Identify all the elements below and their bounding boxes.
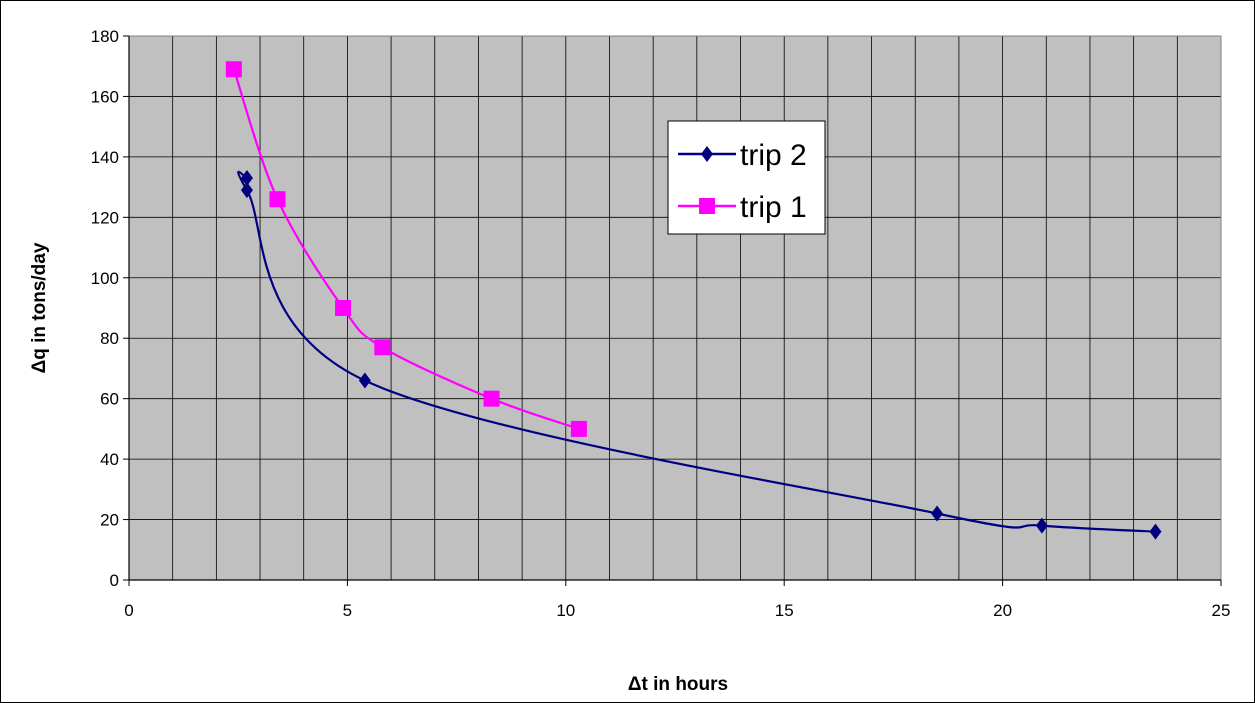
legend-marker [699,198,715,214]
y-tick-label: 120 [91,208,119,227]
legend-box [667,120,826,235]
y-tick-label: 60 [100,390,119,409]
plot-area [129,36,1221,580]
y-tick-label: 0 [110,571,119,590]
legend-marker [701,146,713,162]
y-tick-label: 140 [91,148,119,167]
x-axis-title: Δt in hours [628,674,728,695]
y-tick-label: 180 [91,27,119,46]
legend-label: trip 1 [740,191,807,224]
legend-label: trip 2 [740,139,807,172]
x-tick-label: 25 [1212,601,1231,620]
data-point [240,170,253,187]
data-point [931,505,944,522]
legend: trip 2 trip 1 [667,120,826,235]
y-tick-label: 40 [100,450,119,469]
y-tick-label: 100 [91,269,119,288]
data-point [1035,517,1048,534]
data-point [1149,523,1162,540]
y-tick-label: 80 [100,329,119,348]
data-point [374,339,391,356]
y-axis-title: Δq in tons/day [29,242,50,373]
data-point [225,61,242,78]
plot-layer: 0 20 40 60 80 100 120 140 160 180 0 5 10 15 20 25 trip 2… [91,27,1231,620]
x-tick-label: 5 [343,601,352,620]
data-point [335,300,352,316]
data-point [483,390,500,407]
y-tick-label: 160 [91,87,119,106]
x-tick-label: 0 [124,601,133,620]
x-tick-label: 20 [993,601,1012,620]
data-point [358,372,371,389]
data-point [570,420,587,437]
data-point [240,182,253,199]
data-point [269,191,286,208]
x-tick-label: 10 [556,601,575,620]
x-tick-label: 15 [775,601,794,620]
y-tick-label: 20 [100,511,119,530]
